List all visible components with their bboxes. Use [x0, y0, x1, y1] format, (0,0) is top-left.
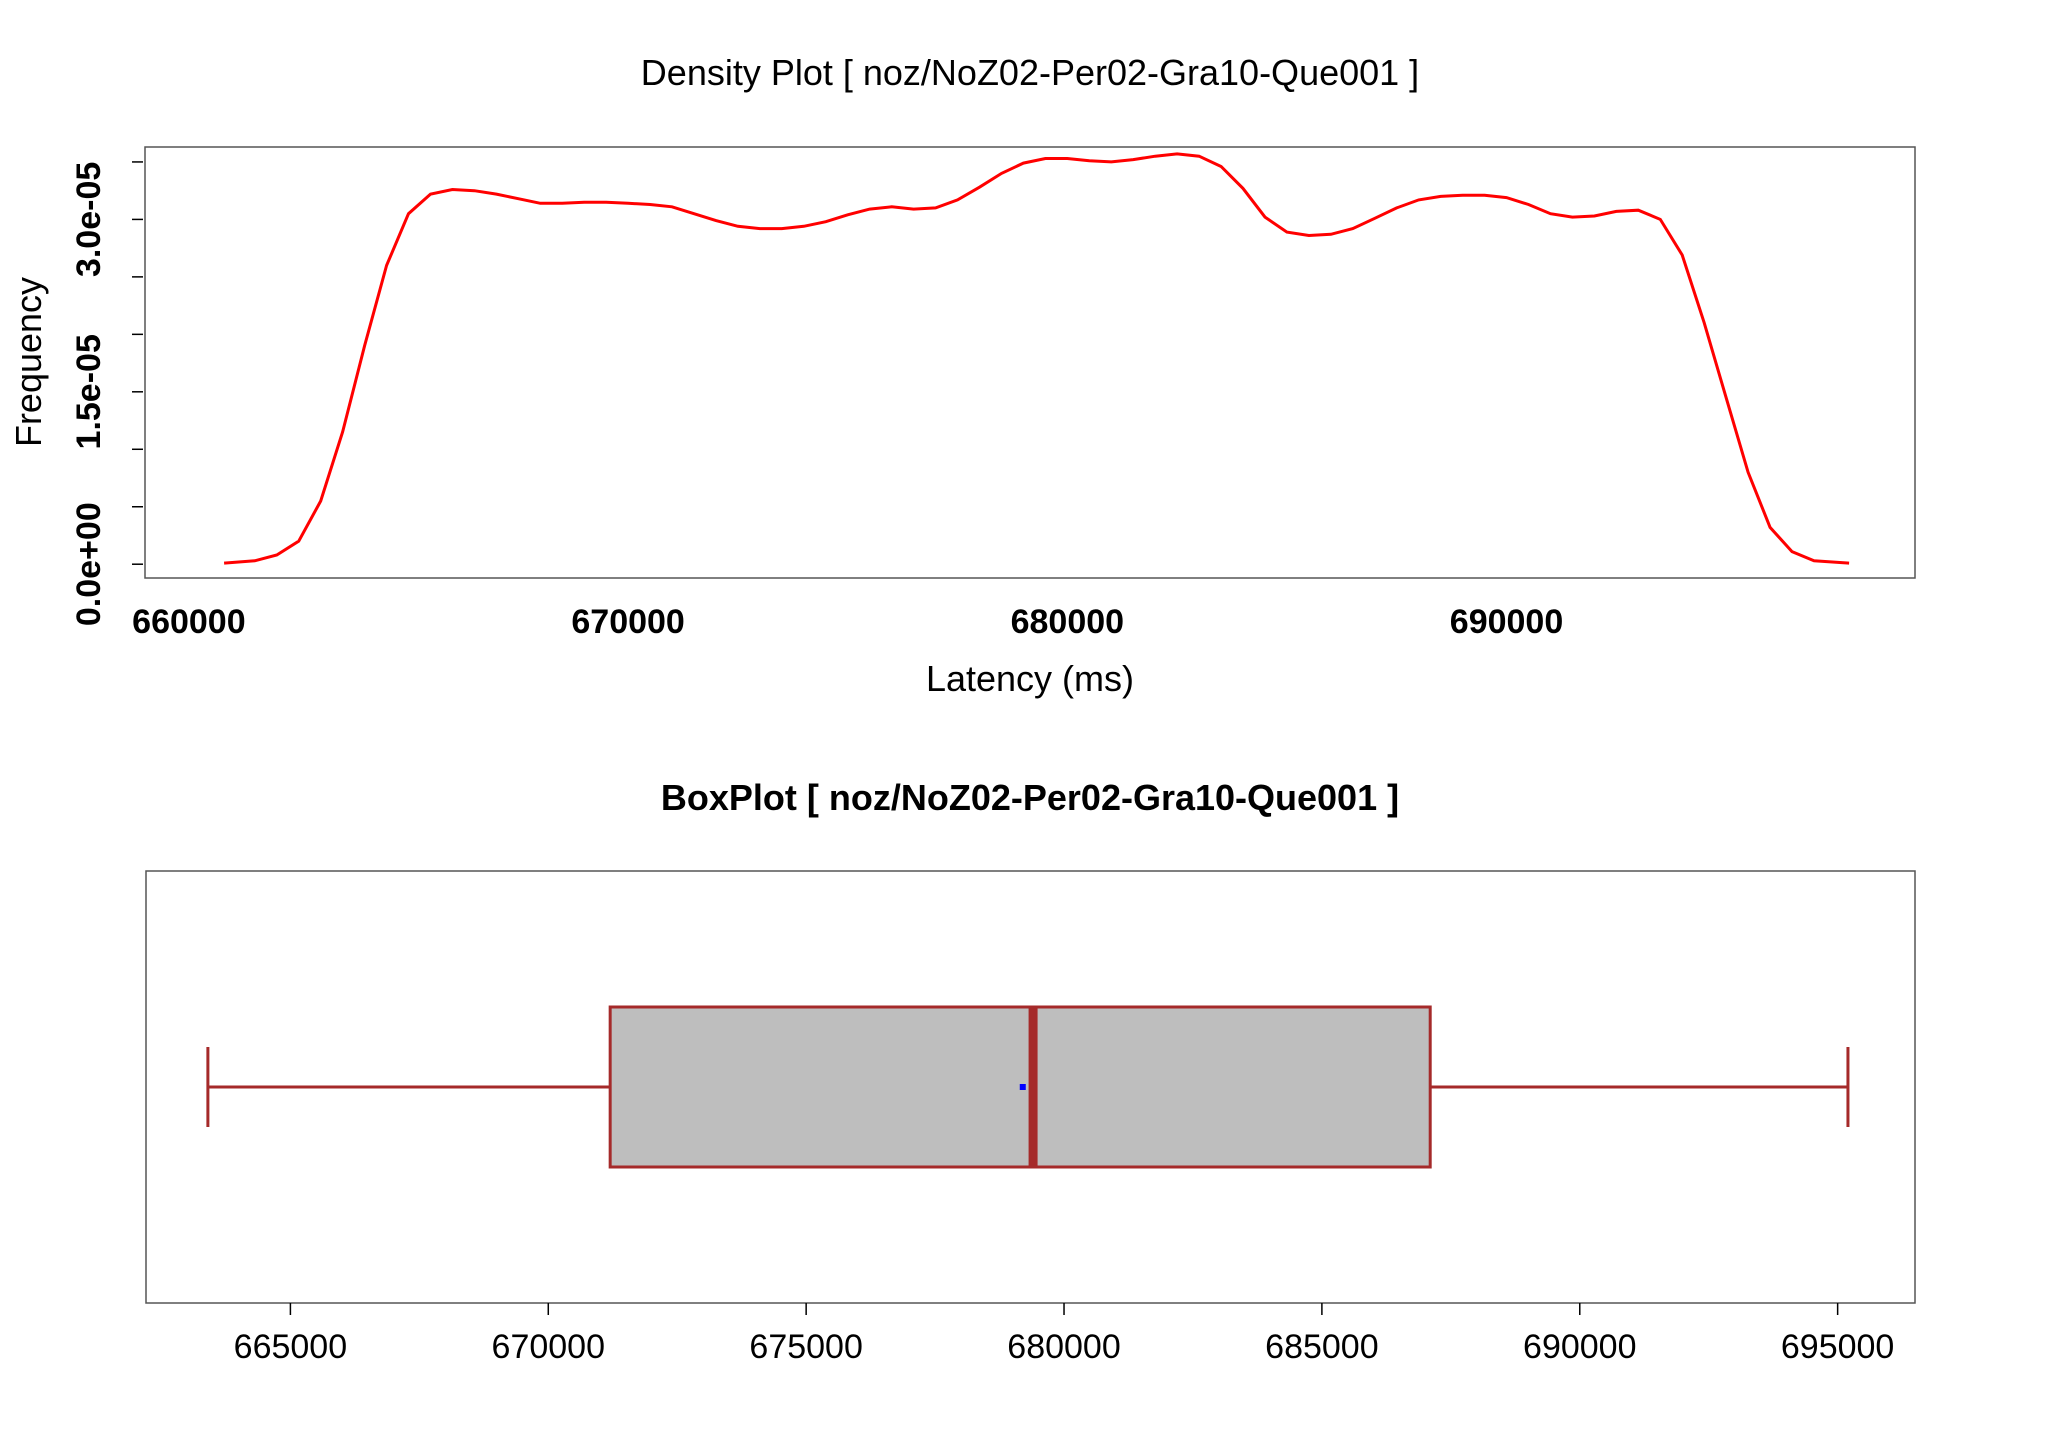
density-y-tick-label: 0.0e+00 — [70, 502, 108, 626]
box-x-tick-label: 695000 — [1781, 1328, 1894, 1366]
density-x-tick-label: 680000 — [1011, 603, 1124, 641]
density-x-tick-label: 670000 — [571, 603, 684, 641]
density-y-axis-label: Frequency — [8, 277, 49, 447]
box-x-tick-label: 675000 — [749, 1328, 862, 1366]
box-plot-frame — [145, 870, 1916, 1304]
box-title: BoxPlot [ noz/NoZ02-Per02-Gra10-Que001 ] — [661, 777, 1399, 818]
box-x-tick-label: 680000 — [1007, 1328, 1120, 1366]
mean-point — [1019, 1084, 1026, 1090]
box-x-tick-label: 670000 — [492, 1328, 605, 1366]
density-curve — [223, 152, 1850, 565]
box-x-tick-label: 665000 — [234, 1328, 347, 1366]
density-title: Density Plot [ noz/NoZ02-Per02-Gra10-Que… — [641, 52, 1419, 93]
density-plot: Density Plot [ noz/NoZ02-Per02-Gra10-Que… — [8, 52, 1916, 699]
box-x-axis: 665000 670000 675000 680000 685000 690000 6950… — [234, 1303, 1894, 1366]
density-x-tick-label: 690000 — [1450, 603, 1563, 641]
density-y-tick-label: 3.0e-05 — [70, 162, 108, 277]
density-y-axis: 0.0e+00 1.5e-05 3.0e-05 — [70, 161, 143, 626]
box-x-tick-label: 685000 — [1265, 1328, 1378, 1366]
density-x-axis-label: Latency (ms) — [926, 658, 1134, 699]
density-x-axis: 660000 670000 680000 690000 — [132, 603, 1563, 641]
box-plot: BoxPlot [ noz/NoZ02-Per02-Gra10-Que001 ]… — [145, 777, 1916, 1366]
density-y-tick-label: 1.5e-05 — [70, 334, 108, 449]
density-plot-frame — [144, 146, 1916, 579]
box-x-tick-label: 690000 — [1523, 1328, 1636, 1366]
density-x-tick-label: 660000 — [132, 603, 245, 641]
